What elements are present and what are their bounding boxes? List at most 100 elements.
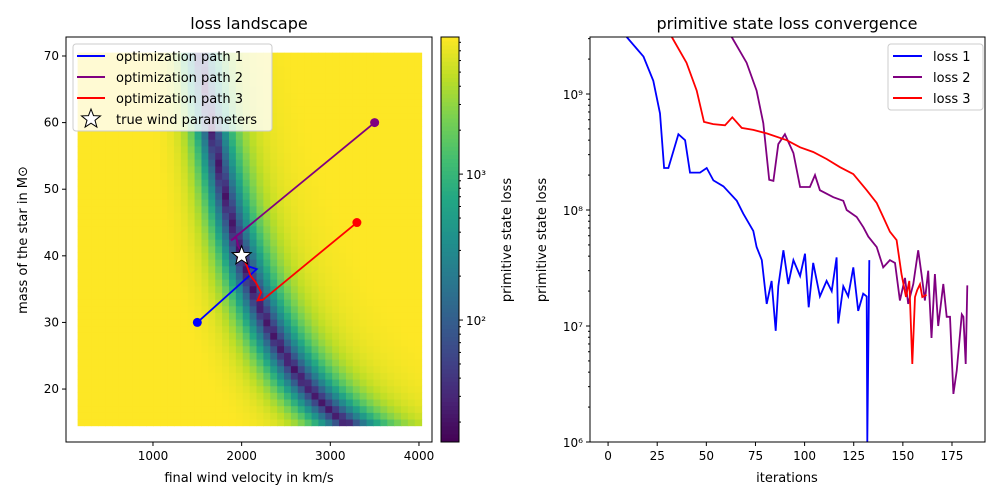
- heatmap-cell: [332, 272, 340, 280]
- heatmap-cell: [84, 272, 92, 280]
- heatmap-cell: [311, 225, 319, 233]
- heatmap-cell: [194, 252, 202, 260]
- x-tick-label: 4000: [404, 449, 435, 463]
- heatmap-cell: [153, 252, 161, 260]
- heatmap-cell: [187, 419, 196, 427]
- heatmap-cell: [387, 285, 395, 293]
- heatmap-cell: [414, 205, 423, 214]
- heatmap-cell: [394, 219, 402, 227]
- heatmap-cell: [160, 159, 168, 167]
- colorbar-segment: [441, 356, 459, 362]
- heatmap-cell: [160, 205, 168, 214]
- heatmap-cell: [359, 352, 368, 360]
- heatmap-cell: [380, 225, 388, 233]
- heatmap-cell: [332, 399, 340, 407]
- heatmap-cell: [387, 325, 395, 333]
- heatmap-cell: [380, 85, 388, 94]
- heatmap-cell: [242, 292, 251, 300]
- colorbar-tick-label: 10³: [466, 168, 486, 182]
- heatmap-cell: [201, 379, 209, 387]
- heatmap-cell: [77, 185, 85, 194]
- heatmap-cell: [325, 99, 333, 107]
- heatmap-cell: [167, 159, 175, 167]
- heatmap-cell: [132, 292, 141, 300]
- heatmap-cell: [187, 399, 196, 407]
- heatmap-cell: [77, 159, 85, 167]
- heatmap-cell: [277, 152, 285, 160]
- heatmap-cell: [256, 199, 264, 207]
- heatmap-cell: [180, 399, 189, 407]
- heatmap-cell: [105, 279, 113, 287]
- heatmap-cell: [91, 245, 99, 253]
- heatmap-cell: [84, 285, 92, 293]
- heatmap-cell: [146, 325, 154, 333]
- heatmap-cell: [208, 205, 216, 214]
- heatmap-cell: [297, 65, 306, 74]
- path-start-marker: [370, 118, 380, 128]
- heatmap-cell: [84, 132, 92, 140]
- heatmap-cell: [352, 52, 361, 60]
- heatmap-cell: [373, 252, 381, 260]
- heatmap-cell: [345, 279, 354, 287]
- heatmap-cell: [132, 399, 141, 407]
- heatmap-cell: [318, 239, 326, 247]
- heatmap-cell: [194, 305, 202, 313]
- heatmap-cell: [366, 125, 374, 134]
- heatmap-cell: [311, 159, 319, 167]
- heatmap-cell: [366, 239, 374, 247]
- colorbar-segment: [441, 352, 459, 358]
- heatmap-cell: [359, 99, 368, 107]
- heatmap-cell: [91, 252, 99, 260]
- heatmap-cell: [407, 345, 416, 353]
- heatmap-cell: [84, 305, 92, 313]
- heatmap-cell: [98, 379, 106, 387]
- heatmap-cell: [256, 332, 264, 340]
- heatmap-cell: [284, 152, 292, 160]
- heatmap-cell: [414, 312, 423, 320]
- heatmap-cell: [366, 359, 374, 367]
- colorbar-frame: [440, 36, 460, 443]
- heatmap-cell: [284, 359, 292, 367]
- heatmap-cell: [380, 259, 388, 267]
- heatmap-cell: [228, 259, 237, 267]
- heatmap-cell: [242, 199, 251, 207]
- heatmap-cell: [84, 339, 92, 347]
- heatmap-cell: [373, 232, 381, 240]
- heatmap-cell: [98, 259, 106, 267]
- heatmap-cell: [139, 412, 147, 420]
- heatmap-cell: [325, 319, 333, 327]
- heatmap-cell: [222, 192, 230, 200]
- heatmap-cell: [359, 119, 368, 127]
- heatmap-cell: [180, 365, 189, 373]
- heatmap-cell: [91, 185, 99, 194]
- heatmap-cell: [332, 152, 340, 160]
- heatmap-cell: [407, 265, 416, 273]
- heatmap-cell: [235, 219, 244, 227]
- heatmap-cell: [180, 145, 189, 154]
- heatmap-cell: [118, 199, 127, 207]
- heatmap-cell: [352, 239, 361, 247]
- heatmap-cell: [84, 212, 92, 220]
- heatmap-cell: [132, 225, 141, 233]
- heatmap-cell: [125, 165, 134, 174]
- heatmap-cell: [112, 252, 120, 260]
- heatmap-cell: [380, 132, 388, 140]
- heatmap-cell: [297, 212, 306, 220]
- heatmap-cell: [400, 325, 409, 333]
- heatmap-cell: [105, 239, 113, 247]
- heatmap-cell: [414, 212, 423, 220]
- heatmap-cell: [373, 199, 381, 207]
- heatmap-cell: [77, 399, 85, 407]
- heatmap-cell: [208, 199, 216, 207]
- heatmap-cell: [77, 325, 85, 333]
- heatmap-cell: [263, 405, 271, 413]
- heatmap-cell: [112, 245, 120, 253]
- heatmap-cell: [304, 359, 313, 367]
- heatmap-cell: [173, 345, 182, 353]
- heatmap-cell: [84, 232, 92, 240]
- heatmap-cell: [256, 245, 264, 253]
- heatmap-cell: [132, 319, 141, 327]
- heatmap-cell: [339, 225, 347, 233]
- heatmap-cell: [394, 99, 402, 107]
- heatmap-cell: [139, 239, 147, 247]
